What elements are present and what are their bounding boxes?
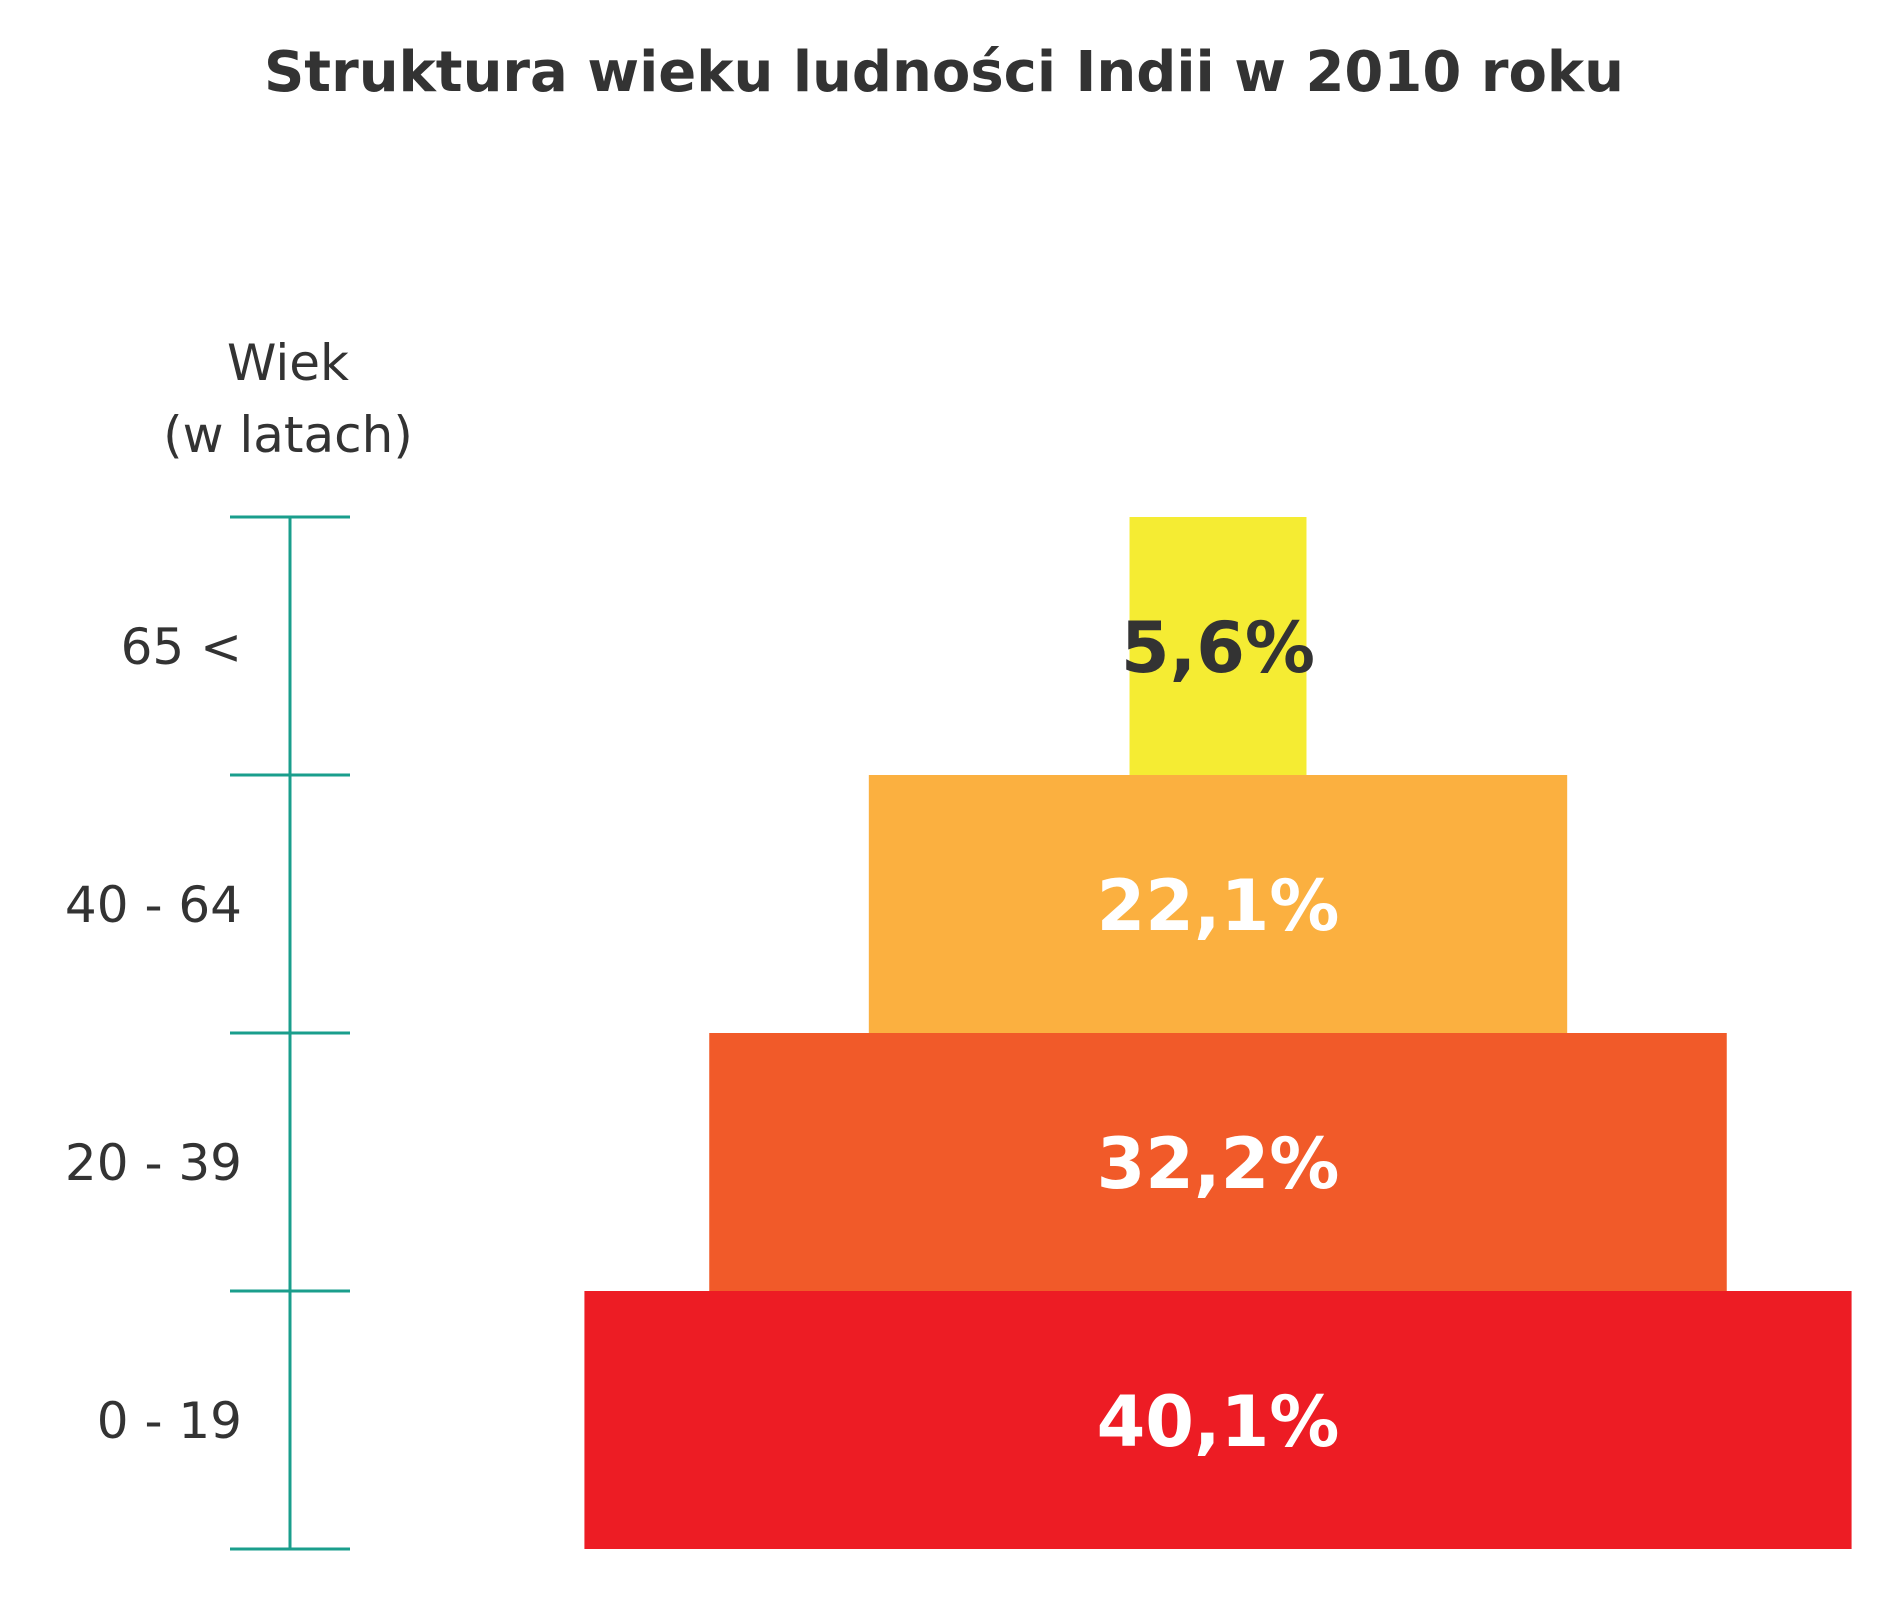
bar-value-label: 22,1% — [1097, 865, 1340, 947]
bar-value-label: 32,2% — [1097, 1123, 1340, 1205]
bar — [868, 775, 1568, 1033]
bar — [709, 1033, 1727, 1291]
bars: 40,1% 32,2% 22,1% 5,6% — [584, 517, 1852, 1549]
bar — [1129, 517, 1307, 775]
bar — [584, 1291, 1852, 1549]
y-axis: 0 - 19 20 - 39 40 - 64 65 < — [65, 515, 350, 1551]
y-tick-label: 65 < — [121, 618, 242, 676]
chart-title: Struktura wieku ludności Indii w 2010 ro… — [264, 40, 1624, 105]
bar-value-label: 5,6% — [1121, 607, 1315, 689]
y-axis-label-line1: Wiek — [227, 334, 349, 392]
y-tick-label: 40 - 64 — [65, 876, 242, 934]
bar-value-label: 40,1% — [1097, 1381, 1340, 1463]
y-tick-label: 0 - 19 — [97, 1392, 242, 1450]
y-axis-label-line2: (w latach) — [163, 406, 413, 464]
y-tick-label: 20 - 39 — [65, 1134, 242, 1192]
